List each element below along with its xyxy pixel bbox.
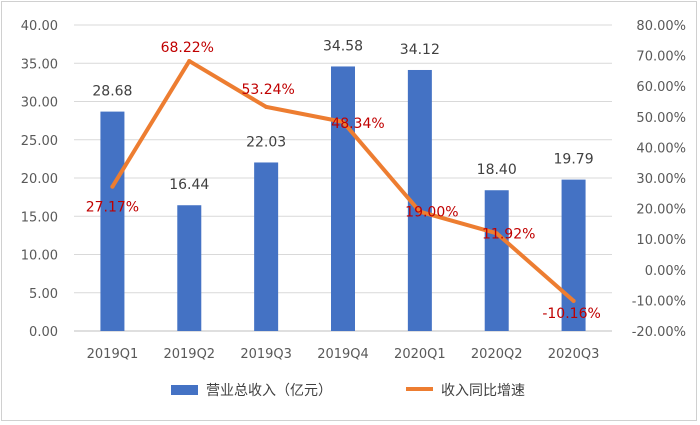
left-tick-label: 10.00: [21, 249, 58, 264]
legend-line-label: 收入同比增速: [441, 383, 525, 399]
bar: [100, 111, 125, 332]
x-tick-label: 2019Q2: [163, 347, 215, 362]
bar-value-label: 34.58: [323, 38, 363, 54]
line-value-label: 53.24%: [241, 82, 294, 98]
right-axis-ticks: -20.00% -10.00% 0.00% 10.00% 20.00% 30.00% 40.…: [632, 19, 686, 340]
left-tick-label: 5.00: [29, 287, 58, 302]
right-tick-label: 80.00%: [636, 19, 686, 34]
bar: [177, 205, 202, 331]
bar: [254, 162, 279, 331]
right-tick-label: 70.00%: [636, 50, 686, 65]
bar: [484, 190, 509, 331]
bar-data-labels: 28.68 16.44 22.03 34.58 34.12 18.40 19.79: [92, 38, 593, 193]
line-point: [494, 231, 499, 236]
bar: [331, 66, 355, 331]
legend: 营业总收入（亿元） 收入同比增速: [171, 383, 525, 399]
x-axis-ticks: 2019Q1 2019Q2 2019Q3 2019Q4 2020Q1 2020Q2 2020…: [87, 347, 600, 362]
left-tick-label: 40.00: [21, 19, 58, 34]
line-value-label: 27.17%: [86, 200, 139, 216]
legend-bar-label: 营业总收入（亿元）: [206, 383, 332, 399]
left-tick-label: 35.00: [21, 57, 58, 72]
x-tick-label: 2020Q3: [548, 347, 600, 362]
x-tick-label: 2019Q1: [87, 347, 139, 362]
x-tick-label: 2020Q2: [471, 347, 523, 362]
left-tick-label: 15.00: [21, 210, 58, 225]
left-tick-label: 30.00: [21, 96, 58, 111]
right-tick-label: 60.00%: [636, 80, 686, 95]
left-tick-label: 0.00: [29, 325, 58, 340]
bar-value-label: 16.44: [169, 177, 209, 193]
right-tick-label: 0.00%: [645, 264, 686, 279]
right-tick-label: 50.00%: [636, 111, 686, 126]
line-point: [571, 298, 576, 303]
line-value-label: 11.92%: [482, 226, 535, 242]
right-tick-label: -10.00%: [632, 294, 686, 309]
line-value-label: 48.34%: [331, 116, 384, 132]
line-value-label: -10.16%: [542, 306, 600, 322]
line-value-label: 19.00%: [405, 205, 458, 221]
line-point: [341, 119, 345, 124]
line-point: [264, 104, 269, 109]
bar-value-label: 34.12: [400, 42, 440, 58]
bar: [561, 179, 586, 331]
line-data-labels: 27.17% 68.22% 53.24% 48.34% 19.00% 11.92% -10.…: [86, 40, 601, 322]
bar-value-label: 18.40: [477, 162, 517, 178]
right-tick-label: 10.00%: [636, 233, 686, 248]
bar-value-label: 19.79: [554, 152, 594, 168]
line-value-label: 68.22%: [161, 40, 214, 56]
line-point: [110, 184, 115, 189]
bar-value-label: 22.03: [246, 134, 286, 150]
x-tick-label: 2019Q4: [317, 347, 369, 362]
left-tick-label: 25.00: [21, 134, 58, 149]
line-series: [110, 59, 576, 303]
right-tick-label: 30.00%: [636, 172, 686, 187]
right-tick-label: 40.00%: [636, 141, 686, 156]
right-tick-label: 20.00%: [636, 203, 686, 218]
bar-value-label: 28.68: [92, 84, 132, 100]
left-tick-label: 20.00: [21, 172, 58, 187]
left-axis-ticks: 0.00 5.00 10.00 15.00 20.00 25.00 30.00 35.00 40…: [21, 19, 58, 340]
bar-series: [100, 66, 586, 332]
x-tick-label: 2019Q3: [240, 347, 292, 362]
legend-bar-swatch: [171, 385, 198, 395]
x-tick-label: 2020Q1: [394, 347, 446, 362]
line-point: [417, 209, 422, 214]
right-tick-label: -20.00%: [632, 325, 686, 340]
line-point: [187, 59, 192, 64]
